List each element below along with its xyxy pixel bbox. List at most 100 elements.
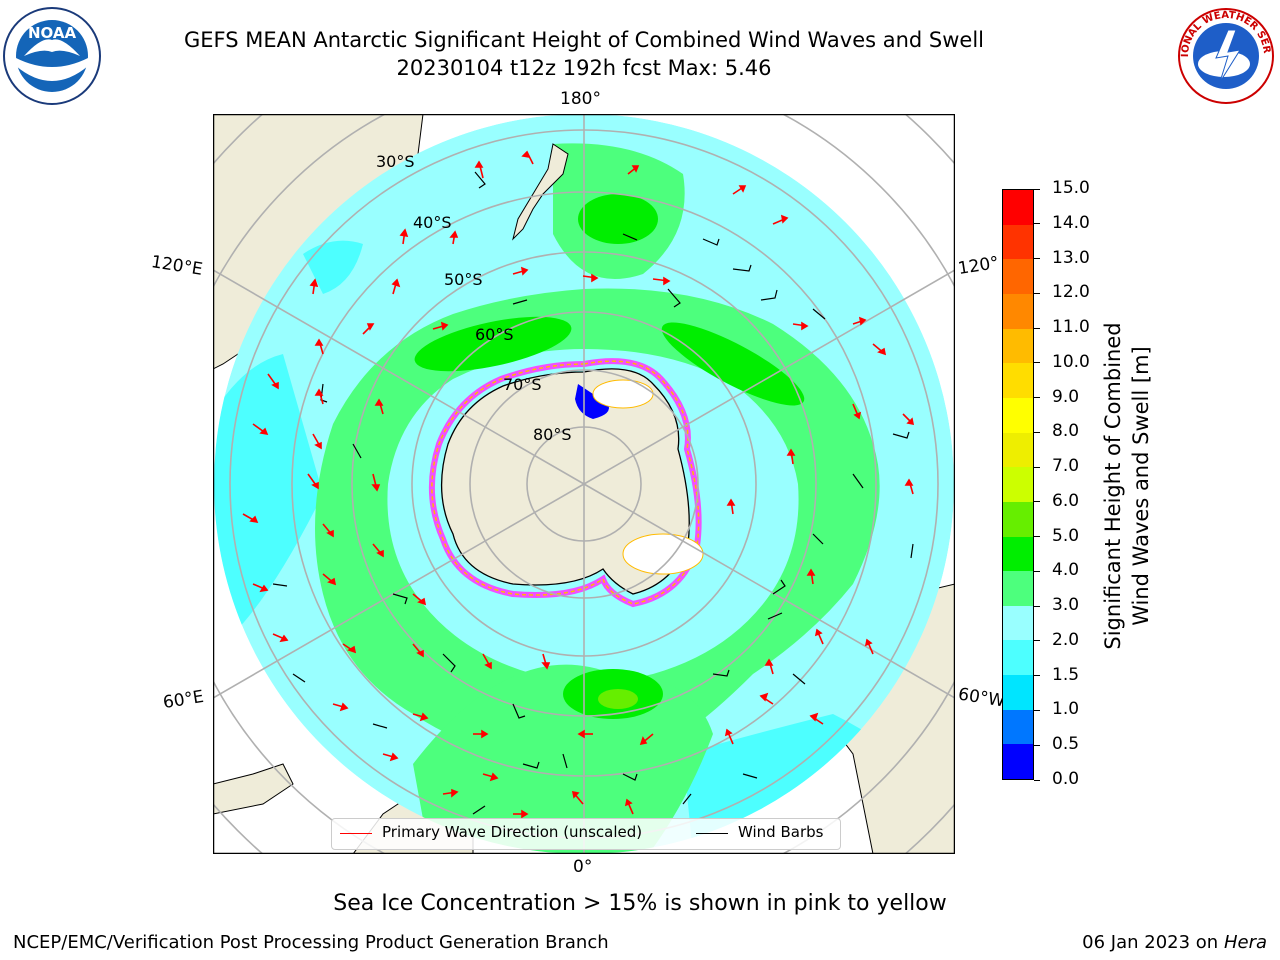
colorbar bbox=[1002, 189, 1034, 780]
colorbar-tick-label: 0.0 bbox=[1052, 769, 1080, 789]
wind-barbs bbox=[272, 171, 914, 815]
colorbar-tick-mark bbox=[1034, 675, 1040, 677]
map-svg bbox=[212, 113, 956, 855]
lat-label-70s: 70°S bbox=[503, 375, 542, 394]
colorbar-tick-mark bbox=[1034, 466, 1040, 468]
nws-logo-icon: NATIONAL WEATHER SERVICE bbox=[1172, 0, 1276, 106]
colorbar-tick-label: 6.0 bbox=[1052, 490, 1080, 511]
colorbar-segment bbox=[1003, 190, 1033, 225]
lon-label-120e: 120°E bbox=[149, 252, 204, 280]
colorbar-tick-label: 3.0 bbox=[1052, 595, 1080, 616]
colorbar-tick-mark bbox=[1034, 188, 1040, 190]
colorbar-segment bbox=[1003, 294, 1033, 329]
colorbar-tick-mark bbox=[1034, 223, 1040, 225]
colorbar-tick-label: 1.0 bbox=[1052, 699, 1080, 720]
footer-machine: Hera bbox=[1223, 932, 1267, 953]
colorbar-tick-label: 11.0 bbox=[1052, 317, 1090, 338]
colorbar-tick-label: 5.0 bbox=[1052, 525, 1080, 546]
legend-line-barbs bbox=[696, 833, 728, 834]
colorbar-segment bbox=[1003, 571, 1033, 606]
map-legend: Primary Wave Direction (unscaled) Wind B… bbox=[331, 818, 841, 850]
colorbar-segment bbox=[1003, 536, 1033, 572]
lat-label-80s: 80°S bbox=[533, 425, 572, 444]
sea-ice-note: Sea Ice Concentration > 15% is shown in … bbox=[333, 891, 947, 916]
wave-region-5-6m bbox=[598, 689, 638, 709]
wave-region-4-5m-c bbox=[578, 194, 658, 244]
colorbar-tick-label: 1.5 bbox=[1052, 664, 1080, 685]
lon-label-60w: 60°W bbox=[956, 684, 1007, 712]
antarctica-land bbox=[440, 368, 690, 595]
colorbar-segment bbox=[1003, 640, 1033, 676]
colorbar-tick-label: 2.0 bbox=[1052, 629, 1080, 650]
wave-direction-arrows bbox=[242, 150, 915, 819]
colorbar-tick-mark bbox=[1034, 744, 1040, 746]
colorbar-segment bbox=[1003, 259, 1033, 295]
colorbar-tick-label: 14.0 bbox=[1052, 212, 1090, 233]
colorbar-segment bbox=[1003, 432, 1033, 468]
colorbar-tick-mark bbox=[1034, 501, 1040, 503]
colorbar-tick-label: 12.0 bbox=[1052, 282, 1090, 303]
colorbar-tick-label: 15.0 bbox=[1052, 178, 1090, 198]
colorbar-segment bbox=[1003, 363, 1033, 398]
colorbar-segment bbox=[1003, 501, 1033, 537]
lon-label-0: 0° bbox=[573, 857, 593, 877]
chart-title: GEFS MEAN Antarctic Significant Height o… bbox=[183, 28, 985, 52]
colorbar-label: Significant Height of Combined Wind Wave… bbox=[1099, 311, 1159, 661]
colorbar-tick-mark bbox=[1034, 397, 1040, 399]
map-frame bbox=[212, 113, 956, 855]
colorbar-tick-mark bbox=[1034, 362, 1040, 364]
lat-label-60s: 60°S bbox=[475, 325, 514, 344]
colorbar-tick-label: 7.0 bbox=[1052, 456, 1080, 477]
noaa-logo-text: NOAA bbox=[28, 24, 77, 42]
colorbar-tick-mark bbox=[1034, 779, 1040, 781]
colorbar-tick-mark bbox=[1034, 327, 1040, 329]
legend-label-barbs: Wind Barbs bbox=[738, 823, 824, 841]
colorbar-tick-mark bbox=[1034, 605, 1040, 607]
colorbar-tick-mark bbox=[1034, 431, 1040, 433]
wave-region-low-north bbox=[303, 240, 363, 294]
colorbar-segment bbox=[1003, 224, 1033, 260]
colorbar-label-line1: Significant Height of Combined bbox=[1101, 322, 1125, 650]
weddell-shelf bbox=[622, 533, 704, 575]
chart-subtitle: 20230104 t12z 192h fcst Max: 5.46 bbox=[396, 56, 772, 80]
colorbar-label-line2: Wind Waves and Swell [m] bbox=[1129, 346, 1153, 626]
lat-label-30s: 30°S bbox=[376, 152, 415, 171]
lon-label-60e: 60°E bbox=[161, 686, 206, 714]
colorbar-segment bbox=[1003, 675, 1033, 710]
colorbar-tick-mark bbox=[1034, 536, 1040, 538]
lat-label-50s: 50°S bbox=[444, 270, 483, 289]
map-panel bbox=[212, 113, 956, 855]
madagascar-land bbox=[213, 763, 294, 815]
legend-label-wave: Primary Wave Direction (unscaled) bbox=[382, 823, 643, 841]
wave-region-low-west bbox=[214, 354, 323, 634]
lon-label-180: 180° bbox=[560, 89, 601, 109]
legend-line-wave bbox=[340, 833, 372, 834]
colorbar-tick-label: 0.5 bbox=[1052, 734, 1080, 755]
footer-right: 06 Jan 2023 on Hera bbox=[1082, 932, 1267, 953]
new-zealand-land bbox=[512, 143, 569, 241]
lat-label-40s: 40°S bbox=[413, 213, 452, 232]
sea-ice-inner bbox=[431, 360, 700, 605]
colorbar-segment bbox=[1003, 467, 1033, 502]
footer-date: 06 Jan 2023 on bbox=[1082, 932, 1224, 953]
colorbar-segment bbox=[1003, 744, 1033, 779]
colorbar-tick-mark bbox=[1034, 640, 1040, 642]
colorbar-segment bbox=[1003, 709, 1033, 745]
colorbar-tick-label: 8.0 bbox=[1052, 421, 1080, 442]
wave-region-4-5m-a bbox=[414, 316, 572, 372]
colorbar-segment bbox=[1003, 328, 1033, 364]
colorbar-tick-mark bbox=[1034, 709, 1040, 711]
noaa-logo-icon: NOAA bbox=[2, 6, 102, 106]
colorbar-tick-label: 10.0 bbox=[1052, 351, 1090, 372]
colorbar-segment bbox=[1003, 605, 1033, 641]
colorbar-tick-mark bbox=[1034, 570, 1040, 572]
colorbar-tick-label: 4.0 bbox=[1052, 560, 1080, 581]
colorbar-tick-label: 9.0 bbox=[1052, 386, 1080, 407]
footer-left: NCEP/EMC/Verification Post Processing Pr… bbox=[13, 932, 609, 953]
colorbar-segment bbox=[1003, 397, 1033, 433]
colorbar-tick-mark bbox=[1034, 258, 1040, 260]
wave-region-4-5m-b bbox=[661, 322, 805, 406]
ross-shelf bbox=[592, 379, 654, 409]
colorbar-tick-mark bbox=[1034, 292, 1040, 294]
wave-region-3-4m bbox=[315, 288, 880, 766]
